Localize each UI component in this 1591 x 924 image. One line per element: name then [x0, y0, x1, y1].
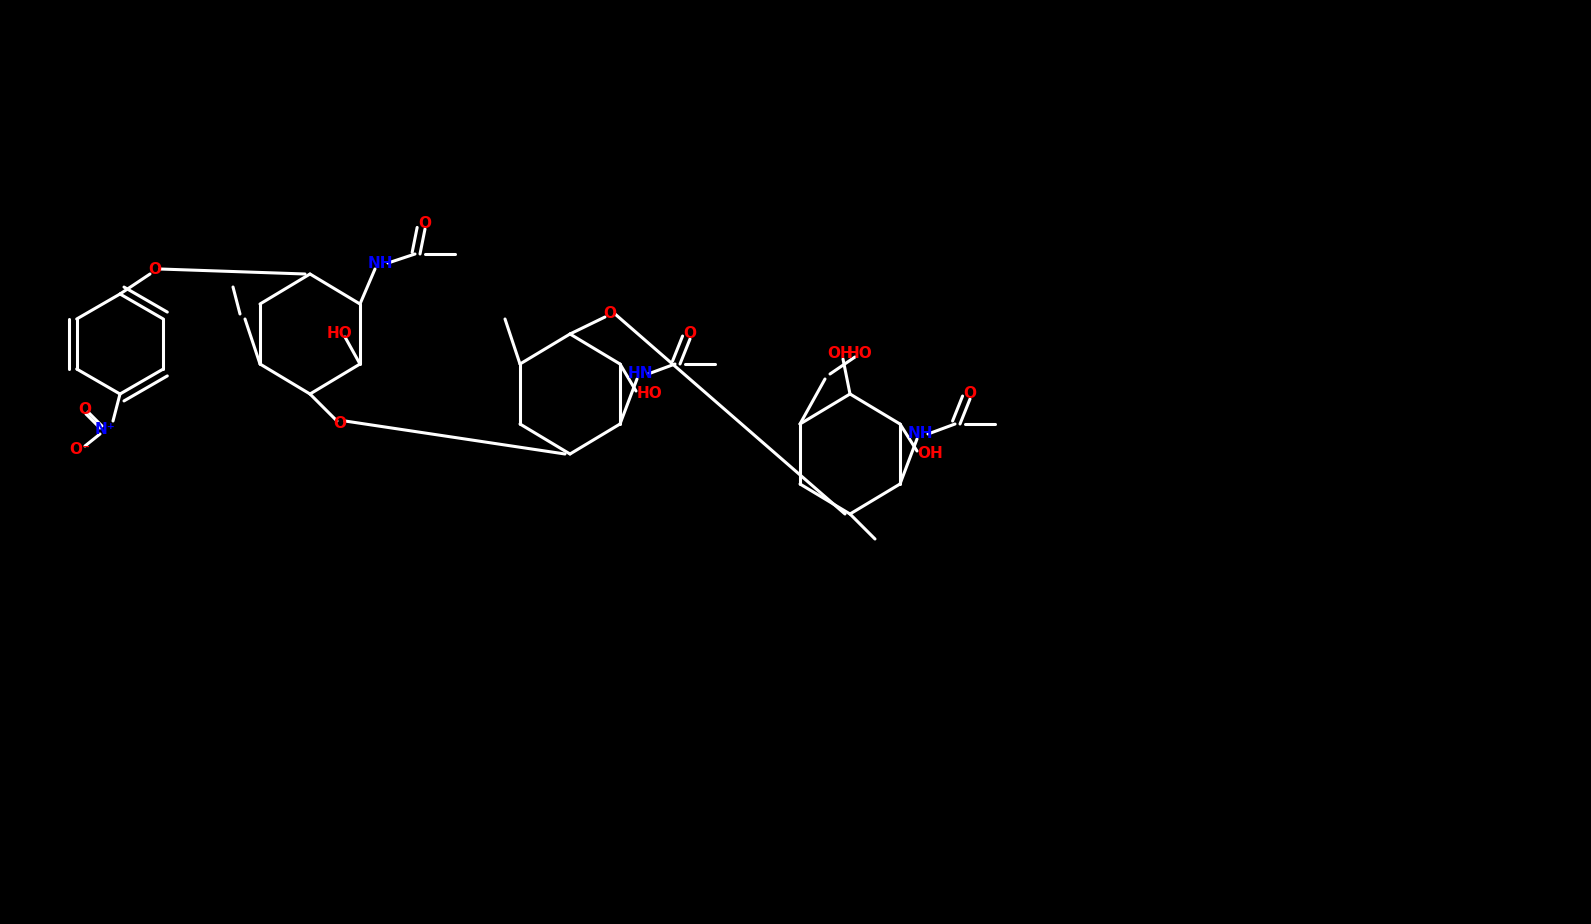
Text: O: O [964, 386, 977, 402]
Text: NH: NH [907, 427, 932, 442]
Text: OH: OH [916, 446, 943, 461]
Text: HO: HO [328, 326, 353, 342]
Text: NH: NH [368, 257, 393, 272]
Text: O: O [603, 307, 616, 322]
Text: O⁻: O⁻ [70, 442, 91, 456]
Text: O: O [78, 402, 92, 417]
Text: O: O [148, 261, 162, 276]
Text: O: O [418, 216, 431, 232]
Text: O: O [684, 326, 697, 342]
Text: OH: OH [827, 346, 853, 361]
Text: N⁺: N⁺ [94, 421, 116, 436]
Text: HO: HO [636, 386, 663, 402]
Text: HN: HN [627, 367, 652, 382]
Text: O: O [334, 417, 347, 432]
Text: HO: HO [846, 346, 873, 361]
